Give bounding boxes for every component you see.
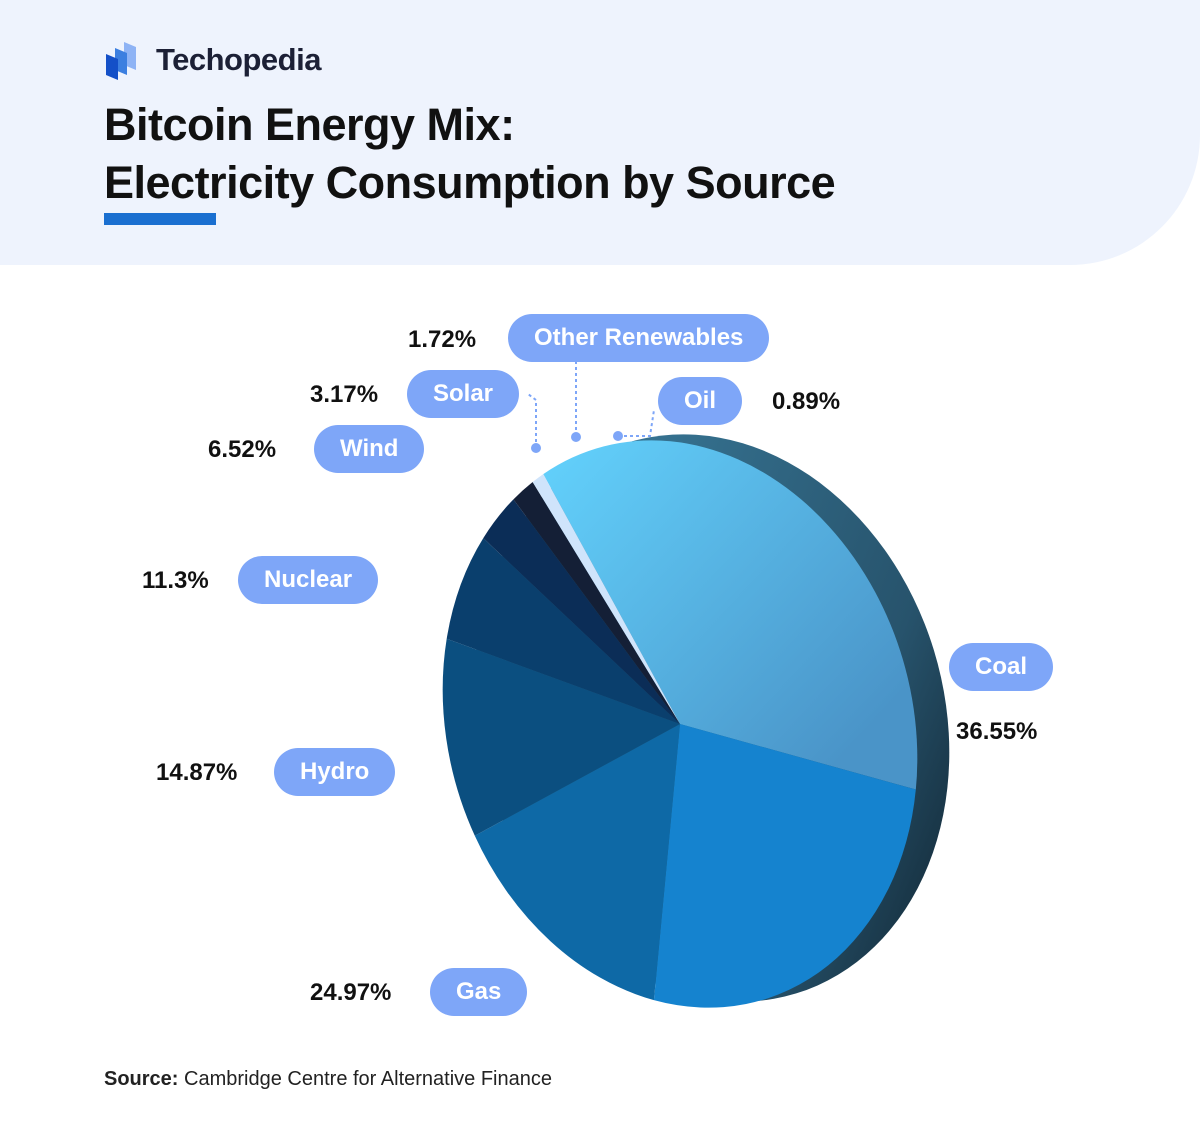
value-nuclear: 11.3%	[142, 567, 209, 594]
label-coal: Coal	[949, 643, 1054, 691]
value-solar: 3.17%	[310, 381, 379, 408]
title-line-1: Bitcoin Energy Mix:	[104, 99, 515, 150]
techopedia-logo-icon	[106, 42, 136, 80]
source-note: Source: Cambridge Centre for Alternative…	[104, 1068, 552, 1091]
techopedia-logo: Techopedia	[104, 40, 321, 80]
pie-slice-oil	[532, 474, 680, 724]
pie-slice-gas	[653, 724, 916, 1008]
pie-slice-solar	[483, 499, 680, 724]
marker-oil	[613, 431, 623, 441]
pie-slice-hydro	[474, 724, 680, 1001]
marker-other-renewables	[571, 432, 581, 442]
pie-slice-nuclear	[442, 638, 680, 836]
title-underline	[104, 213, 216, 225]
value-coal: 36.55%	[956, 718, 1038, 745]
value-hydro: 14.87%	[156, 759, 238, 786]
leader-oil	[618, 409, 655, 437]
pie-slice-other-renewables	[513, 481, 680, 724]
label-wind: Wind	[314, 425, 425, 473]
value-other-renewables: 1.72%	[408, 326, 477, 353]
label-oil: Oil	[658, 377, 743, 425]
title-line-2: Electricity Consumption by Source	[104, 157, 836, 208]
brand-name: Techopedia	[156, 42, 321, 77]
value-oil: 0.89%	[772, 388, 841, 415]
marker-solar	[531, 443, 541, 453]
source-text: Cambridge Centre for Alternative Finance	[184, 1068, 552, 1090]
label-hydro: Hydro	[274, 748, 396, 796]
source-label: Source:	[104, 1068, 179, 1090]
leader-solar	[527, 393, 537, 448]
pie-slice-wind	[446, 538, 680, 724]
label-nuclear: Nuclear	[238, 556, 379, 604]
pie-slice-coal	[543, 440, 918, 790]
value-gas: 24.97%	[310, 979, 392, 1006]
value-wind: 6.52%	[208, 436, 277, 463]
label-gas: Gas	[430, 968, 528, 1016]
label-other-renewables: Other Renewables	[508, 314, 770, 362]
label-solar: Solar	[407, 370, 520, 418]
page-title: Bitcoin Energy Mix: Electricity Consumpt…	[104, 96, 836, 212]
